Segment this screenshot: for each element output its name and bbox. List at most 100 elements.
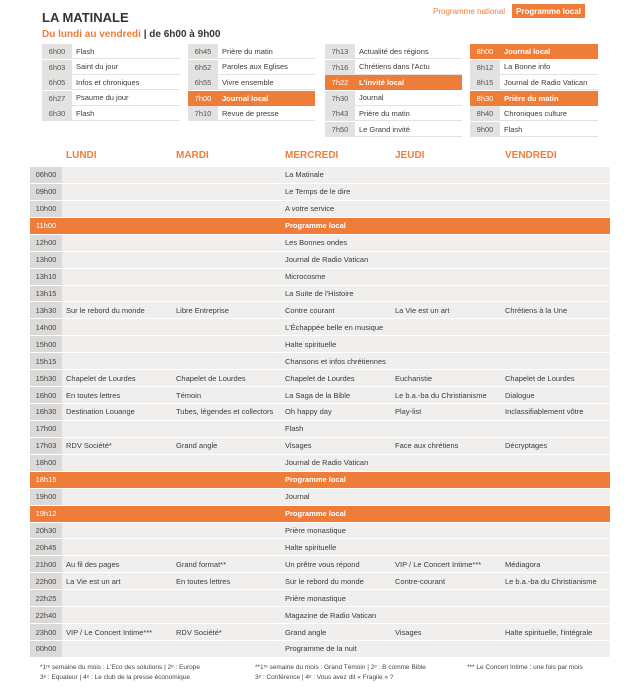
program: Chrétiens à la Une [505, 305, 568, 315]
row-time: 15h15 [30, 353, 62, 370]
row-time: 22h25 [30, 590, 62, 607]
row-background [62, 522, 610, 539]
program: Chapelet de Lourdes [176, 373, 246, 383]
morning-time: 6h05 [42, 75, 72, 91]
program: Grand angle [285, 627, 327, 637]
program: Contre-courant [395, 576, 446, 586]
morning-program: La Bonne info [500, 59, 598, 75]
morning-time: 7h22 [325, 75, 355, 91]
morning-program: Journal local [500, 44, 598, 59]
footnote: **1ʳᵉ semaine du mois : Grand Témoin | 2… [255, 664, 426, 671]
row-background [62, 167, 610, 183]
footnote: *** Le Concert Intime : une fois par moi… [467, 664, 583, 671]
footnote: *1ʳᵉ semaine du mois : L'Eco des solutio… [40, 664, 200, 671]
morning-time: 7h13 [325, 44, 355, 59]
row-time: 13h00 [30, 251, 62, 268]
morning-time: 6h03 [42, 59, 72, 75]
program: Play-list [395, 407, 422, 417]
row-time: 13h10 [30, 268, 62, 285]
program: La Saga de la Bible [285, 390, 351, 400]
row-background [62, 319, 610, 336]
row-background [62, 387, 610, 403]
program: Tubes, légendes et collectors [176, 407, 274, 417]
program: VIP / Le Concert Intime*** [66, 627, 153, 637]
morning-time: 8h00 [470, 44, 500, 59]
morning-program: Saint du jour [72, 59, 180, 75]
program: La Vie est un art [66, 576, 121, 586]
row-background [62, 420, 610, 437]
morning-program: Flash [72, 106, 180, 122]
row-time: 12h00 [30, 234, 62, 251]
morning-program: Revue de presse [218, 106, 315, 122]
program: Inclassifiablement vôtre [505, 407, 584, 417]
row-background [62, 556, 610, 573]
program: Halte spirituelle, l'intégrale [505, 627, 593, 637]
row-time: 19h12 [30, 505, 62, 522]
morning-program: Journal de Radio Vatican [500, 75, 598, 91]
program: Grand angle [176, 441, 218, 451]
row-background [62, 336, 610, 353]
program: Les Bonnes ondes [285, 238, 348, 248]
morning-program: Psaume du jour [72, 90, 180, 106]
row-time: 17h03 [30, 437, 62, 454]
row-time: 10h00 [30, 200, 62, 217]
program: Destination Louange [66, 407, 135, 417]
row-time: 22h00 [30, 573, 62, 590]
program: RDV Société* [176, 627, 222, 637]
row-background [62, 573, 610, 590]
morning-time: 7h43 [325, 106, 355, 122]
row-time: 15h00 [30, 336, 62, 353]
row-time: 23h00 [30, 624, 62, 641]
row-background [62, 251, 610, 268]
program: Programme de la nuit [285, 644, 357, 654]
row-time: 18h15 [30, 471, 62, 488]
program: Journal de Radio Vatican [285, 458, 369, 468]
program: Libre Entreprise [176, 305, 229, 315]
program: Visages [285, 441, 312, 451]
row-background [62, 268, 610, 285]
morning-time: 8h12 [470, 59, 500, 75]
row-time: 21h00 [30, 556, 62, 573]
morning-program: Actualité des régions [355, 44, 462, 59]
program: La Matinale [285, 170, 324, 180]
morning-time: 8h40 [470, 106, 500, 122]
morning-time: 8h15 [470, 75, 500, 91]
row-background [62, 183, 610, 200]
morning-time: 9h00 [470, 122, 500, 137]
row-time: 13h15 [30, 285, 62, 302]
row-background [62, 539, 610, 556]
separator: | [143, 29, 147, 40]
program: Prière monastique [285, 525, 346, 535]
program: Eucharistie [395, 373, 433, 383]
tab[interactable]: Programme local [512, 4, 585, 18]
program: Programme local [285, 221, 346, 231]
row-background [62, 437, 610, 454]
morning-program: L'invité local [355, 75, 462, 91]
row-time: 19h00 [30, 488, 62, 505]
program: Témoin [176, 390, 202, 400]
morning-time: 6h55 [188, 75, 218, 91]
subtitle-days: Du lundi au vendredi [42, 29, 141, 40]
tab[interactable]: Programme national [429, 4, 510, 18]
program: Au fil des pages [66, 559, 120, 569]
row-background [62, 370, 610, 387]
subtitle-hours: de 6h00 à 9h00 [149, 29, 221, 40]
row-background [62, 488, 610, 505]
row-background [62, 404, 610, 420]
morning-time: 6h00 [42, 44, 72, 59]
program: Dialogue [505, 390, 535, 400]
program: Sur le rebord du monde [66, 305, 145, 315]
subtitle: Du lundi au vendredi | de 6h00 à 9h00 [42, 29, 220, 40]
program: Programme local [285, 509, 346, 519]
program: Le b.a.-ba du Christianisme [505, 576, 597, 586]
morning-time: 7h10 [188, 106, 218, 122]
program: Sur le rebord du monde [285, 576, 364, 586]
row-background [62, 505, 610, 522]
morning-program: Chroniques culture [500, 106, 598, 122]
day-header: MERCREDI [285, 150, 339, 161]
row-background [62, 607, 610, 624]
morning-time: 6h27 [42, 90, 72, 106]
footnote: 3ᵉ : Equateur | 4ᵉ : Le club de la press… [40, 674, 190, 681]
program: Prière monastique [285, 593, 346, 603]
